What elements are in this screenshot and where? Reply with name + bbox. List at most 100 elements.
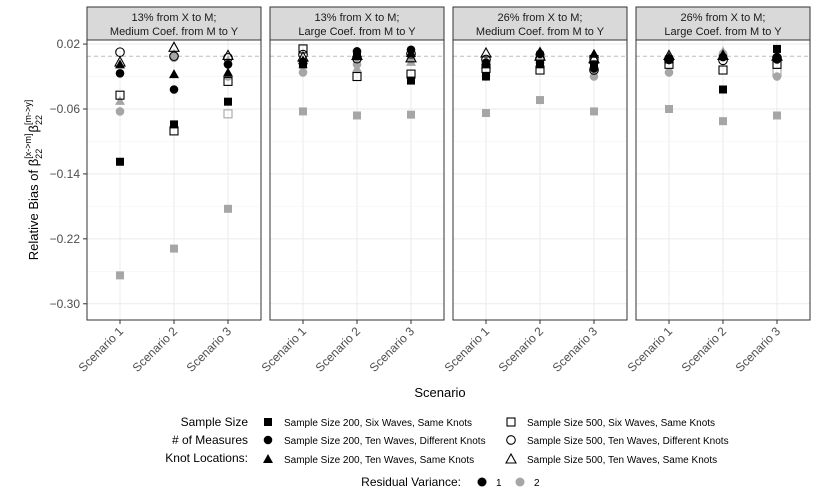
legend-label: Sample Size 500, Ten Waves, Same Knots — [527, 455, 717, 466]
data-point — [536, 60, 544, 69]
y-tick-label: −0.30 — [50, 297, 81, 311]
facet-panel: 26% from X to M; Large Coef. from M to Y S… — [625, 6, 811, 375]
y-axis-title-main2: β — [26, 125, 41, 132]
legend-label: Sample Size 200, Ten Waves, Different Kn… — [284, 436, 486, 447]
data-point — [406, 69, 416, 79]
y-axis-title: Relative Bias of β22[x->m]β22[m->y] — [23, 100, 44, 260]
facet-title-line2: Large Coef. from M to Y — [664, 26, 782, 38]
data-point — [115, 68, 125, 78]
x-tick-label: Scenario 1 — [625, 324, 676, 375]
data-point — [589, 65, 599, 75]
legend: Sample Size # of Measures Knot Locations: S… — [165, 415, 728, 489]
data-point — [169, 85, 179, 94]
data-point — [298, 49, 308, 60]
x-tick-label: Scenario 3 — [550, 324, 601, 375]
data-point — [353, 111, 361, 120]
data-point — [169, 48, 179, 58]
data-point — [116, 157, 124, 166]
legend-key — [263, 435, 273, 445]
data-point — [352, 71, 362, 82]
data-point — [536, 96, 544, 105]
y-tick-label: −0.22 — [50, 232, 81, 246]
data-point — [168, 41, 180, 52]
legend-key — [264, 418, 272, 426]
facet-panel: 13% from X to M; Medium Coef. from M to Y… — [76, 6, 262, 375]
data-point — [115, 107, 125, 116]
facet-title-line2: Medium Coef. from M to Y — [476, 26, 605, 38]
facet-panel: 26% from X to M; Medium Coef. from M to Y… — [442, 6, 628, 375]
legend-label: Sample Size 200, Ten Waves, Same Knots — [284, 455, 474, 466]
legend-key — [506, 417, 516, 427]
facet-title-line1: 13% from X to M; — [132, 12, 217, 24]
legend-variance-key — [477, 477, 487, 487]
data-point — [169, 51, 179, 62]
facet-title-line1: 26% from X to M; — [498, 12, 583, 24]
data-point — [222, 49, 234, 60]
y-tick-label: −0.14 — [50, 167, 81, 181]
data-point — [772, 50, 782, 60]
data-point — [534, 50, 546, 61]
x-tick-label: Scenario 2 — [496, 324, 547, 375]
data-point — [299, 107, 307, 116]
y-axis-title-sup2: [m->y] — [23, 100, 33, 125]
data-point — [718, 65, 728, 75]
y-axis: 0.02 −0.06 −0.14 −0.22 −0.30 — [50, 37, 87, 311]
legend-title-line: Knot Locations: — [165, 451, 248, 465]
x-tick-label: Scenario 1 — [442, 324, 493, 375]
legend-variance-key — [515, 477, 525, 487]
data-point — [482, 72, 490, 81]
data-point — [589, 54, 599, 65]
legend-variance-title: Residual Variance: — [361, 475, 461, 489]
data-point — [169, 126, 179, 136]
data-point — [717, 49, 729, 60]
data-point — [406, 48, 416, 59]
data-point — [224, 204, 232, 213]
data-point — [115, 90, 125, 100]
legend-variance-label: 1 — [496, 478, 502, 489]
x-tick-label: Scenario 2 — [130, 324, 181, 375]
data-point — [771, 50, 783, 61]
legend-label: Sample Size 500, Ten Waves, Different Kn… — [527, 436, 729, 447]
data-point — [588, 52, 600, 64]
facet-title-line1: 13% from X to M; — [315, 12, 400, 24]
data-point — [590, 107, 598, 116]
data-point — [298, 55, 308, 65]
data-point — [664, 68, 674, 77]
facet-title-line1: 26% from X to M; — [681, 12, 766, 24]
data-point — [665, 104, 673, 113]
legend-key — [505, 452, 517, 464]
data-point — [169, 69, 179, 79]
data-point — [773, 111, 781, 120]
y-axis-title-sup: [x->m] — [23, 134, 33, 159]
legend-key — [506, 435, 516, 445]
data-point — [482, 109, 490, 118]
legend-key — [263, 454, 273, 463]
y-axis-title-sub2: 22 — [34, 115, 44, 125]
data-point — [170, 120, 178, 129]
data-point — [170, 244, 178, 253]
data-point — [480, 46, 492, 58]
data-point — [224, 97, 232, 106]
legend-title-line: Sample Size — [181, 415, 249, 429]
data-point — [405, 51, 417, 63]
data-point — [297, 50, 309, 62]
x-tick-label: Scenario 2 — [679, 324, 730, 375]
data-point — [773, 44, 781, 53]
data-point — [718, 55, 728, 66]
data-point — [664, 59, 674, 69]
data-point — [407, 110, 415, 119]
data-point — [481, 63, 491, 73]
legend-label: Sample Size 500, Six Waves, Same Knots — [527, 418, 715, 429]
y-axis-title-main: Relative Bias of β — [26, 159, 41, 260]
facet-title-line2: Medium Coef. from M to Y — [110, 26, 239, 38]
x-tick-label: Scenario 1 — [76, 324, 127, 375]
x-tick-label: Scenario 1 — [259, 324, 310, 375]
y-tick-label: −0.06 — [50, 102, 81, 116]
x-tick-label: Scenario 3 — [184, 324, 235, 375]
legend-variance-label: 2 — [534, 478, 540, 489]
x-axis-title: Scenario — [414, 385, 465, 400]
data-point — [719, 85, 727, 94]
legend-title-line: # of Measures — [172, 433, 248, 447]
data-point — [114, 55, 126, 67]
y-axis-title-sub: 22 — [34, 149, 44, 159]
